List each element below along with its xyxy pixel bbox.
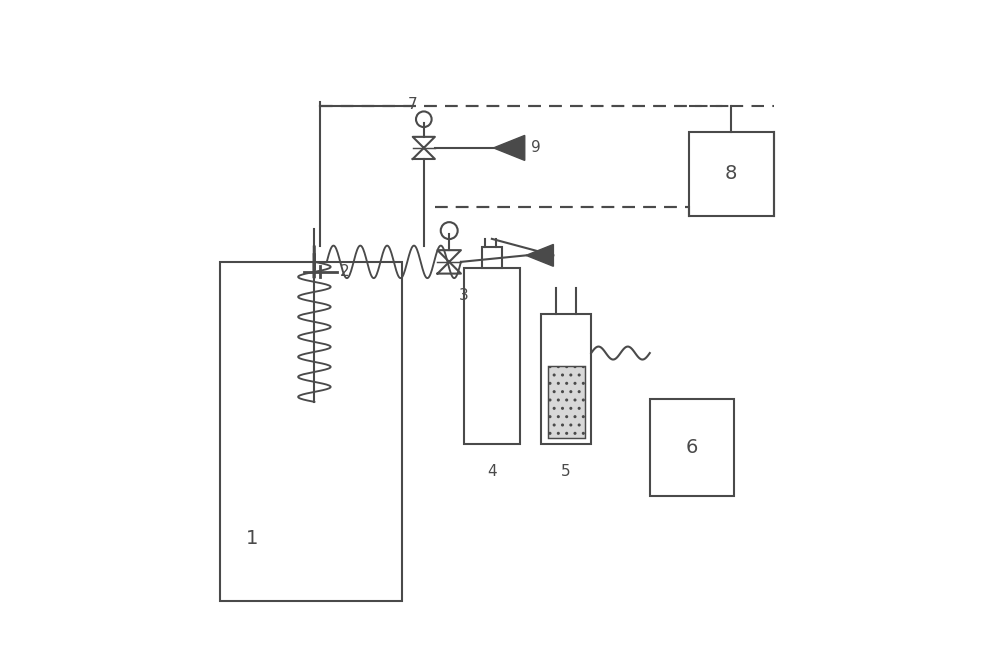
Polygon shape: [493, 135, 525, 160]
Bar: [650, 399, 734, 496]
Bar: [482, 247, 502, 268]
Text: 1: 1: [246, 530, 258, 549]
Bar: [548, 366, 585, 438]
Text: 9: 9: [531, 141, 541, 156]
Bar: [220, 262, 402, 600]
Bar: [464, 268, 520, 444]
Polygon shape: [526, 245, 553, 266]
Text: 6: 6: [686, 438, 698, 457]
Text: 8: 8: [725, 164, 737, 184]
Bar: [541, 314, 591, 444]
Text: 2: 2: [340, 264, 349, 279]
Text: 5: 5: [561, 464, 571, 479]
Text: 4: 4: [487, 464, 497, 479]
Text: 7: 7: [408, 97, 417, 112]
Text: 3: 3: [459, 288, 469, 303]
Bar: [689, 131, 774, 216]
